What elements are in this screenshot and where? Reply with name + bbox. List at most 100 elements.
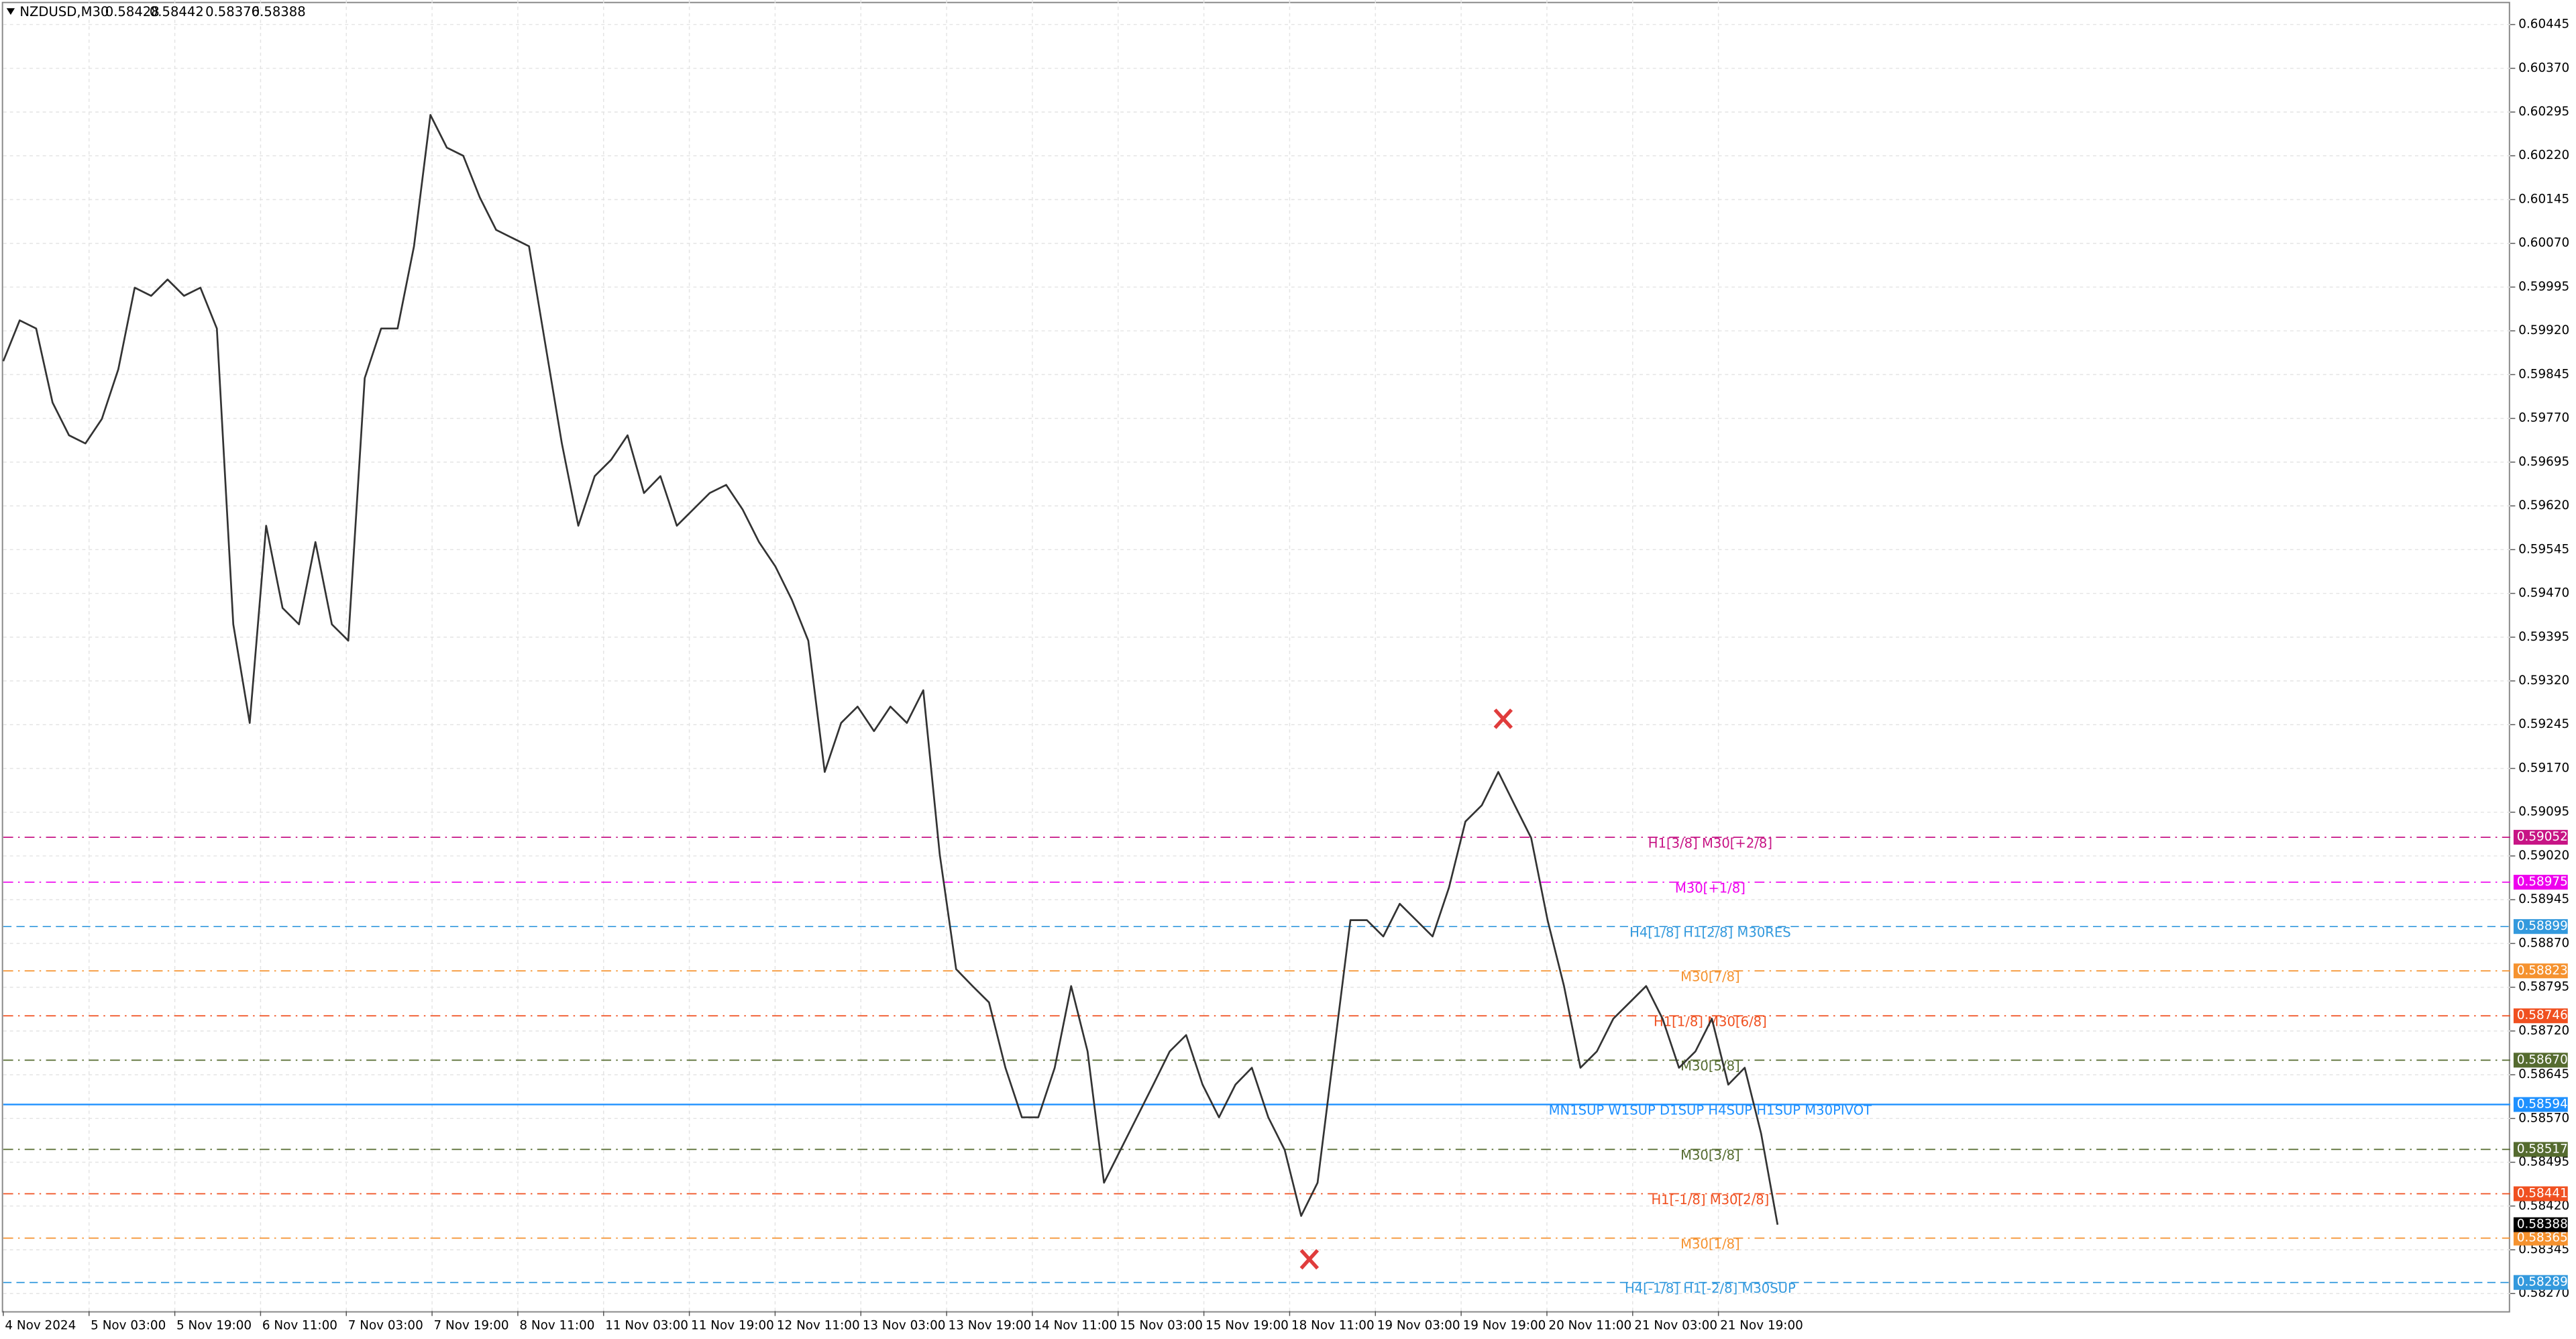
y-tick-label: 0.59395 [2518, 630, 2569, 644]
price-tag-label: 0.59052 [2517, 830, 2568, 844]
x-tick-label: 5 Nov 19:00 [176, 1318, 252, 1332]
price-tag [2513, 919, 2568, 934]
level-label: M30[1/8] [1680, 1236, 1740, 1252]
y-tick-label: 0.58645 [2518, 1067, 2569, 1081]
level-label: M30[7/8] [1680, 969, 1740, 985]
price-tag [2513, 963, 2568, 979]
level-label: M30[3/8] [1680, 1148, 1740, 1163]
level-label: M30[+1/8] [1675, 880, 1746, 896]
price-tag-label: 0.58289 [2517, 1275, 2568, 1289]
y-tick-label: 0.60370 [2518, 61, 2569, 75]
x-tick-label: 4 Nov 2024 [5, 1318, 76, 1332]
x-tick-label: 8 Nov 11:00 [519, 1318, 594, 1332]
grid [3, 0, 2511, 1311]
current-price-label: 0.58388 [2517, 1218, 2568, 1232]
price-tag [2513, 1008, 2568, 1024]
y-tick-label: 0.59770 [2518, 411, 2569, 425]
y-tick-label: 0.59545 [2518, 542, 2569, 556]
y-tick-label: 0.59620 [2518, 498, 2569, 513]
marker-bottom [1299, 1248, 1320, 1270]
y-tick-label: 0.59920 [2518, 323, 2569, 337]
price-tag [2513, 1275, 2568, 1290]
price [2, 114, 1779, 1225]
y-tick-label: 0.59845 [2518, 367, 2569, 381]
quote-high: 0.58442 [150, 4, 204, 19]
level-label: H1[-1/8] M30[2/8] [1651, 1192, 1769, 1208]
y-tick-label: 0.58570 [2518, 1111, 2569, 1125]
axis: 0.60445 0.60370 0.60295 0.60220 0.60145 0.600… [3, 17, 2569, 1332]
x-tick-label: 13 Nov 03:00 [863, 1318, 946, 1332]
y-tick-label: 0.59470 [2518, 586, 2569, 600]
quote-open: 0.58428 [105, 4, 160, 19]
y-tick-label: 0.60220 [2518, 148, 2569, 162]
level-label: H4[1/8] H1[2/8] M30RES [1629, 924, 1791, 940]
y-tick-label: 0.59695 [2518, 455, 2569, 469]
y-tick-label: 0.60070 [2518, 236, 2569, 250]
price-tag-label: 0.58441 [2517, 1187, 2568, 1201]
price-tag-label: 0.58899 [2517, 919, 2568, 933]
price-tag [2513, 875, 2568, 890]
x-tick-label: 7 Nov 03:00 [348, 1318, 423, 1332]
symbol: NZDUSD,M30 [19, 4, 109, 19]
y-tick-label: 0.58720 [2518, 1024, 2569, 1038]
y-tick-label: 0.59320 [2518, 674, 2569, 688]
y-tick-label: 0.59245 [2518, 717, 2569, 731]
x-tick-label: 15 Nov 03:00 [1120, 1318, 1203, 1332]
levels: H1[3/8] M30[+2/8] M30[+1/8] H4[1/8] H1[2/8… [3, 835, 2511, 1296]
y-tick-label: 0.58795 [2518, 980, 2569, 994]
x-tick-label: 19 Nov 19:00 [1463, 1318, 1546, 1332]
price-tag-label: 0.58975 [2517, 875, 2568, 889]
y-tick-label: 0.59170 [2518, 761, 2569, 775]
plot-frame [1, 1, 2510, 1313]
y-tick-label: 0.60445 [2518, 17, 2569, 32]
quote-close: 0.58388 [252, 4, 306, 19]
x-tick-label: 11 Nov 03:00 [605, 1318, 688, 1332]
current-price-tag [2513, 1217, 2568, 1232]
price-tag [2513, 830, 2568, 845]
x-tick-label: 19 Nov 03:00 [1377, 1318, 1460, 1332]
price-tag-label: 0.58517 [2517, 1142, 2568, 1156]
y-tick-label: 0.58945 [2518, 892, 2569, 906]
y-tick-label: 0.58420 [2518, 1199, 2569, 1213]
price-tag [2513, 1186, 2568, 1201]
price-tag [2513, 1142, 2568, 1157]
y-tick-label: 0.58495 [2518, 1155, 2569, 1169]
level-label: H1[3/8] M30[+2/8] [1648, 835, 1772, 851]
y-tick-label: 0.59095 [2518, 805, 2569, 819]
price-tag-label: 0.58746 [2517, 1008, 2568, 1022]
x-tick-label: 13 Nov 19:00 [949, 1318, 1032, 1332]
x-tick-label: 15 Nov 19:00 [1205, 1318, 1289, 1332]
level-label: M30[5/8] [1680, 1059, 1740, 1074]
y-tick-label: 0.60295 [2518, 105, 2569, 119]
price-tag-label: 0.58594 [2517, 1097, 2568, 1111]
price-tag-label: 0.58365 [2517, 1231, 2568, 1245]
y-tick-label: 0.58870 [2518, 936, 2569, 950]
x-tick-label: 5 Nov 03:00 [91, 1318, 166, 1332]
y-tick-label: 0.58345 [2518, 1242, 2569, 1256]
x-tick-label: 20 Nov 11:00 [1548, 1318, 1631, 1332]
y-tick-label: 0.59020 [2518, 849, 2569, 863]
price-tag [2513, 1053, 2568, 1068]
price-line [2, 114, 1779, 1225]
x-tick-label: 21 Nov 19:00 [1720, 1318, 1803, 1332]
y-tick-label: 0.60145 [2518, 192, 2569, 206]
price-tag-label: 0.58670 [2517, 1053, 2568, 1067]
quote-low: 0.58376 [205, 4, 260, 19]
x-tick-label: 21 Nov 03:00 [1634, 1318, 1717, 1332]
y-tick-label: 0.59995 [2518, 280, 2569, 294]
menu-arrow[interactable] [6, 8, 15, 15]
x-tick-label: 7 Nov 19:00 [434, 1318, 509, 1332]
level-label: H4[-1/8] H1[-2/8] M30SUP [1625, 1281, 1796, 1296]
price-tag-label: 0.58823 [2517, 963, 2568, 977]
price-tag [2513, 1230, 2568, 1246]
x-tick-label: 18 Nov 11:00 [1291, 1318, 1375, 1332]
level-label: MN1SUP W1SUP D1SUP H4SUP H1SUP M30PIVOT [1549, 1103, 1872, 1118]
price-tag [2513, 1097, 2568, 1112]
x-tick-label: 12 Nov 11:00 [777, 1318, 860, 1332]
x-tick-label: 6 Nov 11:00 [262, 1318, 337, 1332]
x-tick-label: 11 Nov 19:00 [691, 1318, 774, 1332]
x-tick-label: 14 Nov 11:00 [1034, 1318, 1117, 1332]
